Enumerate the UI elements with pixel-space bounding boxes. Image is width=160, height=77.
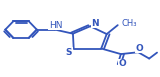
Text: O: O bbox=[135, 44, 143, 53]
Text: N: N bbox=[91, 19, 99, 28]
Text: CH₃: CH₃ bbox=[122, 19, 137, 28]
Text: HN: HN bbox=[49, 21, 62, 30]
Text: O: O bbox=[119, 59, 126, 68]
Text: S: S bbox=[66, 48, 72, 57]
